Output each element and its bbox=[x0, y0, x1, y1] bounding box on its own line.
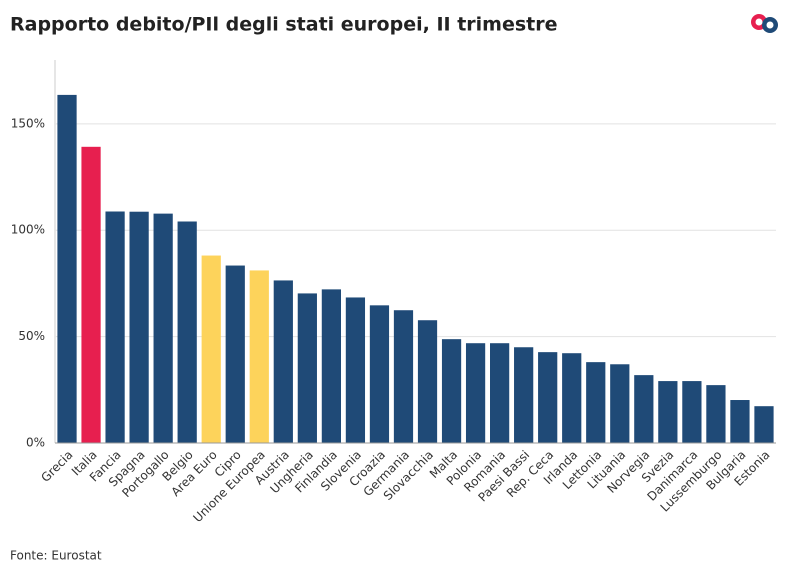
logo bbox=[751, 14, 778, 33]
bar bbox=[369, 305, 390, 443]
bar bbox=[129, 211, 149, 443]
bar bbox=[225, 265, 245, 443]
bar bbox=[201, 255, 221, 443]
bar bbox=[105, 211, 125, 443]
chart-title: Rapporto debito/PIl degli stati europei,… bbox=[10, 14, 558, 36]
bar bbox=[297, 293, 317, 443]
bar bbox=[514, 347, 534, 443]
bar bbox=[81, 146, 101, 443]
bar bbox=[321, 289, 341, 443]
bar bbox=[658, 381, 678, 443]
bar bbox=[754, 406, 774, 443]
bar bbox=[538, 352, 558, 443]
bar bbox=[634, 375, 654, 443]
bar bbox=[249, 270, 269, 443]
bar bbox=[730, 400, 750, 443]
bar bbox=[706, 385, 726, 443]
bar bbox=[562, 353, 582, 443]
bar bbox=[153, 213, 173, 443]
bar bbox=[273, 280, 293, 443]
y-tick-label: 50% bbox=[18, 329, 45, 343]
bar bbox=[345, 297, 366, 443]
bar bbox=[393, 310, 414, 443]
bar bbox=[57, 94, 77, 443]
bar bbox=[417, 320, 438, 443]
bar bbox=[441, 339, 462, 443]
y-tick-label: 100% bbox=[11, 223, 45, 237]
y-tick-label: 0% bbox=[26, 436, 45, 450]
source: Fonte: Eurostat bbox=[10, 549, 102, 563]
bar bbox=[177, 221, 197, 443]
bar bbox=[465, 343, 486, 443]
y-tick-label: 150% bbox=[11, 116, 45, 130]
bar bbox=[682, 381, 702, 443]
bar bbox=[610, 364, 630, 443]
bar bbox=[490, 343, 510, 443]
bar bbox=[586, 362, 606, 443]
